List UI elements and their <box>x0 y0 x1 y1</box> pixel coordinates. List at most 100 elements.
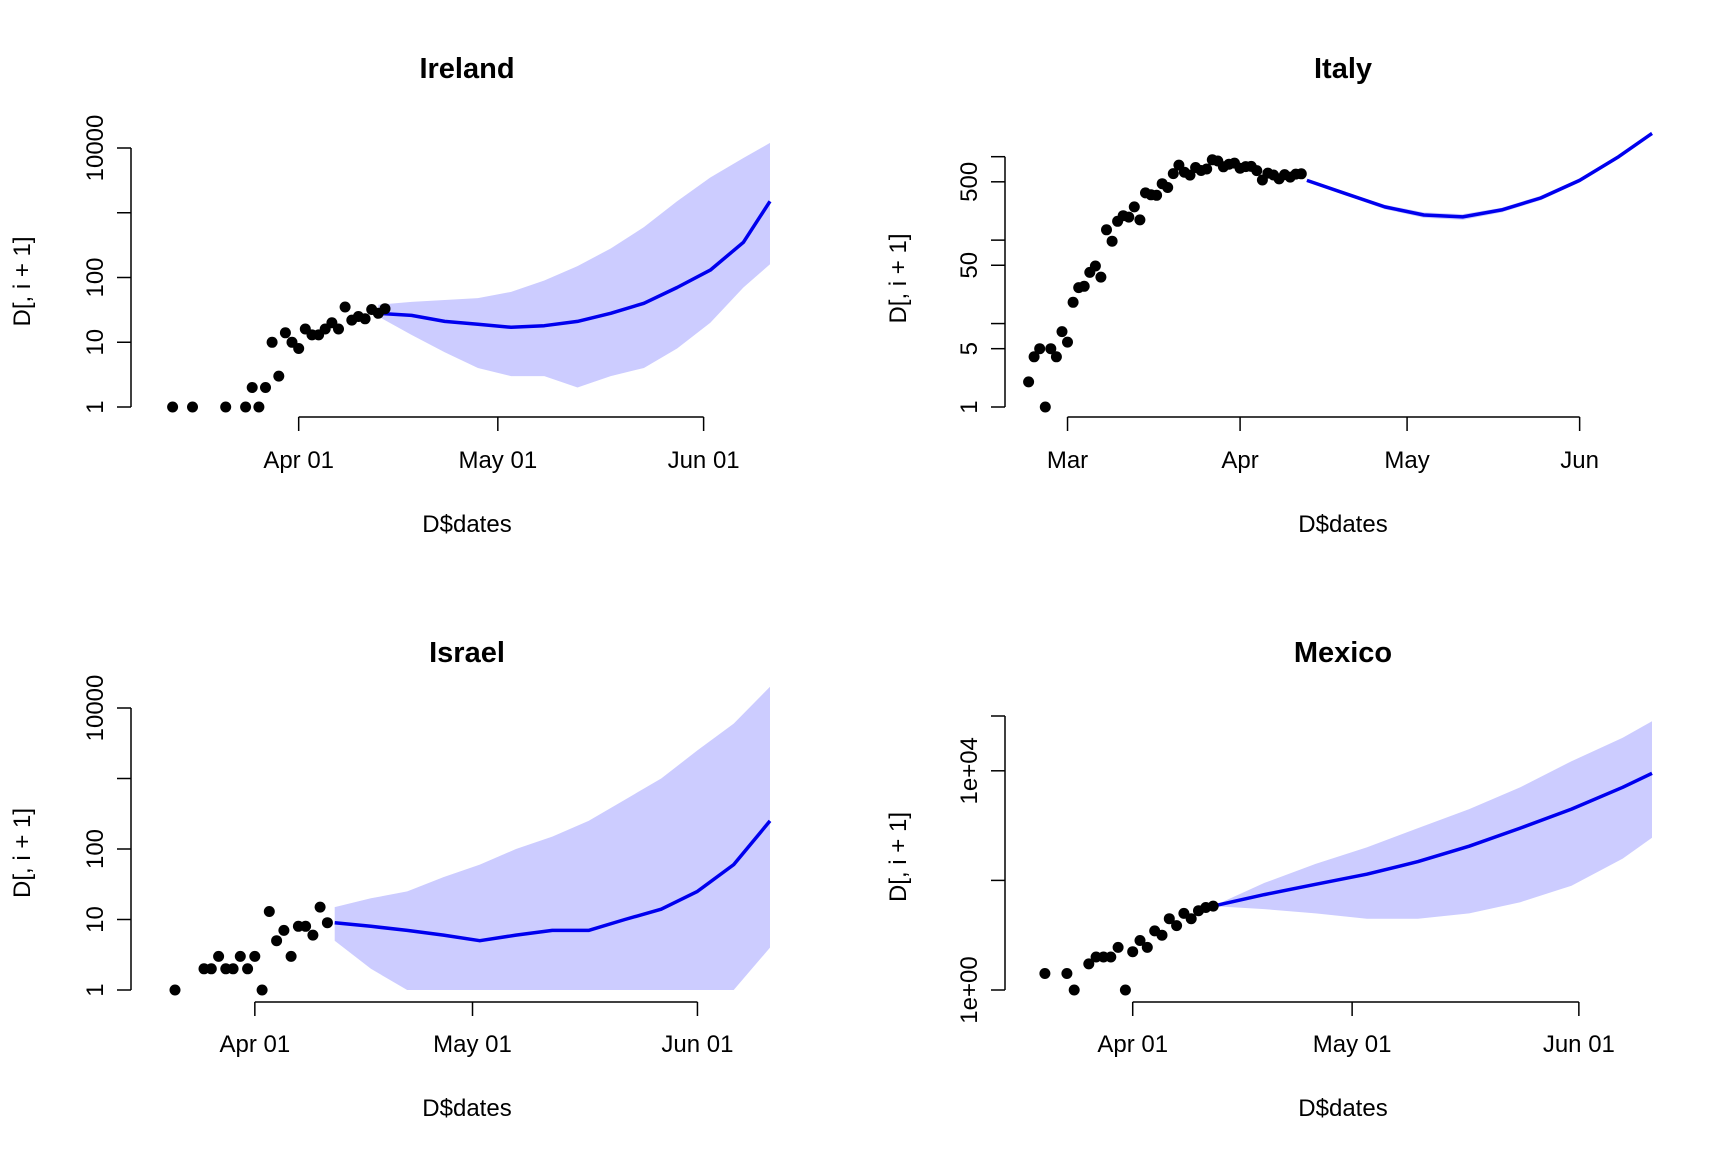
y-tick-label: 500 <box>956 162 983 202</box>
observed-point <box>1067 296 1079 308</box>
observed-point <box>1207 900 1219 912</box>
x-axis-label: D$dates <box>422 511 511 538</box>
observed-point <box>234 950 246 962</box>
observed-point <box>379 303 391 315</box>
y-tick-label: 5 <box>956 342 983 355</box>
x-tick-label: May <box>1384 447 1429 474</box>
observed-point <box>1095 271 1107 283</box>
observed-point <box>205 963 217 975</box>
observed-point <box>321 917 333 929</box>
x-tick-label: May 01 <box>458 447 537 474</box>
x-axis-label: D$dates <box>1298 511 1387 538</box>
observed-point <box>1156 929 1168 941</box>
observed-point <box>1128 201 1140 213</box>
observed-point <box>293 343 305 354</box>
x-tick-label: May 01 <box>433 1031 512 1058</box>
chart-title: Italy <box>1314 53 1372 85</box>
observed-point <box>1039 968 1051 979</box>
forecast-band <box>378 142 770 388</box>
observed-point <box>249 950 261 962</box>
observed-point <box>1119 984 1131 996</box>
observed-point <box>1089 260 1101 272</box>
y-tick-label: 10000 <box>82 675 109 742</box>
chart-panel-italy: 1 5 50 500 Mar Apr May Jun Italy D$dates D[, i + 1… <box>885 53 1654 538</box>
observed-point <box>278 924 290 936</box>
observed-point <box>271 935 283 947</box>
x-tick-label: Apr <box>1221 447 1258 474</box>
y-tick-label: 50 <box>956 252 983 279</box>
y-tick-label: 100 <box>82 829 109 869</box>
x-tick-label: Jun 01 <box>1543 1031 1615 1058</box>
observed-point <box>1251 165 1263 177</box>
observed-point <box>273 370 285 382</box>
observed-point <box>240 401 252 413</box>
y-axis-label: D[, i + 1] <box>885 812 912 902</box>
forecast-median-line <box>1212 771 1653 908</box>
observed-point <box>1045 343 1057 355</box>
y-tick-label: 1 <box>82 400 109 413</box>
observed-point <box>1028 351 1040 363</box>
observed-point <box>256 984 268 996</box>
observed-point <box>1101 224 1112 236</box>
x-axis-label: D$dates <box>422 1095 511 1122</box>
observed-point <box>285 950 297 962</box>
observed-point <box>1134 935 1146 946</box>
forecast-median-line <box>1306 131 1654 219</box>
forecast-band <box>334 686 770 990</box>
observed-point <box>169 984 181 996</box>
observed-point <box>220 401 232 413</box>
observed-point <box>260 382 271 393</box>
observed-point <box>266 336 278 348</box>
forecast-band <box>1213 721 1652 919</box>
x-tick-label: Jun <box>1560 447 1599 474</box>
x-tick-label: Apr 01 <box>219 1031 290 1058</box>
observed-point <box>187 401 198 413</box>
observed-point <box>1201 163 1213 175</box>
chart-panel-israel: 1 10 100 10000 Apr 01 May 01 Jun 01 Israel D$dat… <box>9 637 772 1122</box>
x-tick-label: Apr 01 <box>1097 1031 1168 1058</box>
observed-point <box>1163 913 1175 925</box>
observed-point <box>1078 280 1090 292</box>
observed-point <box>307 929 319 941</box>
y-tick-label: 1e+04 <box>956 737 983 804</box>
observed-point <box>167 401 179 413</box>
y-tick-label: 1 <box>82 983 109 996</box>
observed-point <box>359 313 371 325</box>
observed-point <box>279 327 291 339</box>
observed-point <box>227 963 239 975</box>
chart-panel-mexico: 1e+00 1e+04 Apr 01 May 01 Jun 01 Mexico D$date… <box>885 637 1653 1122</box>
observed-point <box>1134 214 1146 226</box>
observed-point <box>1123 211 1135 223</box>
x-tick-label: Mar <box>1047 447 1088 474</box>
forecast-band <box>1306 131 1652 220</box>
x-tick-label: Jun 01 <box>661 1031 733 1058</box>
y-tick-label: 10000 <box>82 115 109 182</box>
observed-point <box>1050 351 1062 363</box>
y-axis-label: D[, i + 1] <box>885 233 912 323</box>
observed-point <box>333 323 344 335</box>
observed-point <box>1039 401 1051 413</box>
y-tick-label: 10 <box>82 906 109 933</box>
y-axis-label: D[, i + 1] <box>9 808 36 898</box>
observed-point <box>314 901 326 913</box>
observed-point <box>1068 984 1080 996</box>
y-tick-label: 10 <box>82 329 109 356</box>
x-tick-label: Jun 01 <box>668 447 740 474</box>
forecast-median-line <box>378 200 772 330</box>
observed-point <box>1112 941 1124 953</box>
y-tick-label: 1 <box>956 400 983 413</box>
y-tick-label: 1e+00 <box>956 956 983 1023</box>
observed-point <box>1162 182 1174 193</box>
observed-point <box>1167 168 1179 180</box>
observed-point <box>1106 235 1118 247</box>
observed-point <box>1295 168 1307 180</box>
observed-point <box>1171 920 1183 932</box>
y-tick-label: 100 <box>82 257 109 297</box>
chart-title: Ireland <box>419 53 514 85</box>
chart-panel-ireland: 1 10 100 10000 Apr 01 May 01 Jun 01 Ireland D$da… <box>9 53 772 538</box>
observed-point <box>1062 336 1073 348</box>
x-tick-label: May 01 <box>1313 1031 1392 1058</box>
x-axis-label: D$dates <box>1298 1095 1387 1122</box>
observed-point <box>1023 376 1035 388</box>
observed-point <box>1185 913 1197 925</box>
